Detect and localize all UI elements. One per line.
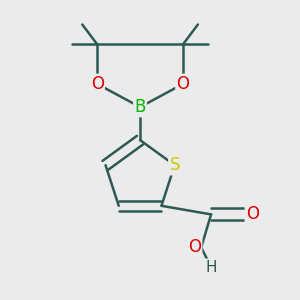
Text: O: O xyxy=(176,75,190,93)
Text: O: O xyxy=(188,238,201,256)
Text: B: B xyxy=(134,98,146,116)
Text: O: O xyxy=(246,206,259,224)
Text: S: S xyxy=(169,156,180,174)
Text: H: H xyxy=(205,260,217,275)
Text: O: O xyxy=(91,75,104,93)
